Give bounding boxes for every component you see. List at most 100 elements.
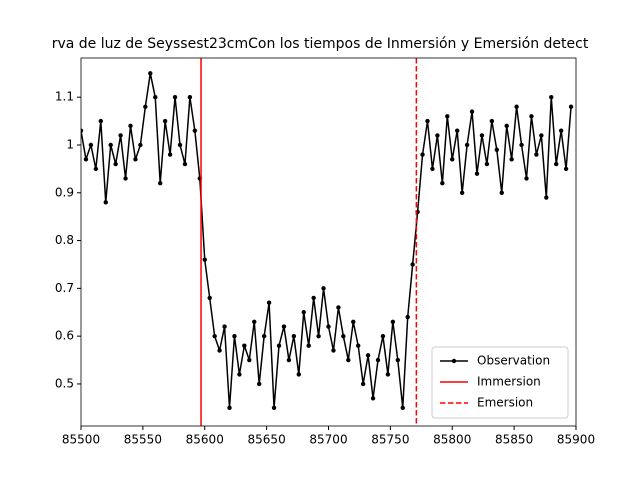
data-point [420, 152, 425, 157]
data-point [450, 157, 455, 162]
data-point [88, 142, 94, 148]
data-point [469, 109, 475, 114]
x-tick-label: 85900 [557, 433, 595, 447]
data-point [143, 104, 148, 109]
data-point [148, 71, 153, 76]
data-point [237, 372, 242, 377]
data-point [336, 305, 341, 310]
data-point [479, 133, 485, 138]
data-point [311, 295, 316, 301]
data-point [558, 128, 564, 133]
data-point [455, 128, 460, 133]
data-point [499, 190, 504, 195]
data-point [257, 381, 262, 387]
x-tick-label: 85850 [495, 433, 533, 447]
data-point [445, 114, 450, 119]
data-point [113, 161, 118, 167]
data-point [410, 262, 415, 267]
data-point [568, 104, 574, 109]
data-point [529, 114, 534, 119]
data-point [207, 295, 212, 301]
legend-label: Immersion [477, 375, 541, 389]
data-point [544, 195, 549, 200]
data-point [554, 161, 559, 167]
data-point [430, 166, 435, 172]
x-tick-label: 85750 [371, 433, 409, 447]
data-point [459, 190, 465, 195]
data-point [489, 118, 495, 124]
y-tick-label: 0.7 [55, 281, 74, 295]
data-point [177, 142, 183, 148]
x-tick-label: 85800 [433, 433, 471, 447]
data-point [252, 319, 257, 325]
data-point [232, 333, 237, 339]
data-point [395, 357, 400, 363]
data-point [464, 142, 470, 148]
y-tick-label: 1.1 [55, 90, 74, 104]
data-point [365, 353, 371, 358]
data-point [326, 324, 331, 329]
x-tick-label: 85550 [124, 433, 162, 447]
axes-frame [80, 57, 577, 427]
data-point [514, 104, 519, 109]
data-point [549, 94, 554, 100]
data-point [356, 343, 361, 348]
data-point [276, 343, 282, 348]
data-point [222, 324, 227, 329]
y-tick-label: 1 [66, 137, 74, 151]
plot-area [81, 58, 574, 426]
x-tick-label: 85700 [309, 433, 347, 447]
data-point [271, 405, 277, 411]
data-point [182, 161, 188, 167]
data-point [266, 300, 272, 305]
data-point [247, 357, 252, 363]
data-point [484, 161, 490, 167]
data-point [202, 257, 207, 262]
data-point [360, 381, 366, 387]
data-point [400, 405, 405, 411]
data-point [81, 128, 84, 133]
data-point [539, 133, 544, 138]
data-point [83, 157, 89, 162]
data-point [321, 286, 326, 291]
data-point [108, 142, 113, 148]
data-point [316, 333, 321, 339]
data-point [138, 142, 143, 148]
x-tick-label: 85500 [62, 433, 100, 447]
data-point [346, 357, 351, 363]
y-tick-label: 0.8 [55, 233, 74, 247]
data-point [351, 319, 356, 325]
y-tick-label: 0.9 [55, 185, 74, 199]
data-point [306, 343, 311, 348]
data-point [370, 396, 376, 401]
y-tick-label: 0.6 [55, 329, 74, 343]
data-point [192, 128, 198, 133]
data-point [534, 152, 539, 157]
data-point [301, 310, 306, 315]
data-point [123, 176, 128, 181]
data-point [103, 200, 108, 205]
data-point [187, 94, 193, 100]
x-tick-label: 85600 [186, 433, 224, 447]
legend-marker [451, 358, 457, 364]
data-point [435, 133, 440, 138]
data-point [172, 94, 178, 100]
data-point [524, 176, 529, 181]
data-point [331, 348, 336, 353]
data-point [98, 118, 104, 124]
legend-label: Observation [477, 354, 550, 368]
data-point [291, 333, 297, 339]
data-point [519, 142, 524, 148]
chart-title: rva de luz de Seyssest23cmCon los tiempo… [52, 36, 589, 52]
data-point [474, 171, 480, 176]
data-point [425, 118, 430, 124]
data-point [261, 333, 267, 339]
data-point [494, 147, 499, 152]
data-point [212, 333, 217, 339]
data-point [563, 166, 569, 172]
legend-box [431, 346, 569, 419]
data-point [509, 157, 514, 162]
data-point [158, 181, 163, 186]
data-point [440, 181, 445, 186]
series-line [81, 73, 572, 408]
